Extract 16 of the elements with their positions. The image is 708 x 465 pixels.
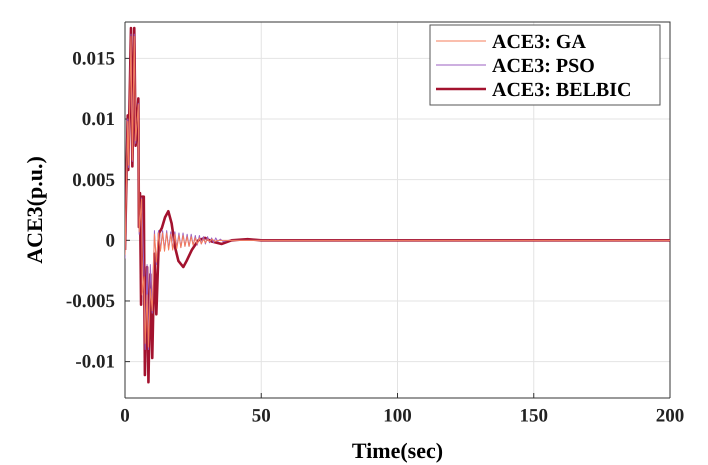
x-tick-label: 100 xyxy=(383,405,412,426)
y-tick-label: 0.01 xyxy=(82,109,115,130)
y-axis-title: ACE3(p.u.) xyxy=(22,156,47,264)
x-tick-label: 0 xyxy=(120,405,130,426)
y-tick-label: -0.01 xyxy=(75,352,115,373)
y-tick-label: 0.015 xyxy=(72,48,115,70)
legend-label: ACE3: PSO xyxy=(492,55,595,77)
y-tick-label: 0 xyxy=(106,230,115,252)
y-tick-label: 0.005 xyxy=(72,170,115,191)
x-tick-label: 150 xyxy=(520,405,548,426)
x-tick-label: 50 xyxy=(252,405,271,426)
legend-label: ACE3: GA xyxy=(492,31,586,53)
y-tick-label: -0.005 xyxy=(66,291,115,312)
x-tick-label: 200 xyxy=(656,405,684,426)
legend-label: ACE3: BELBIC xyxy=(492,79,632,101)
x-axis-title: Time(sec) xyxy=(352,438,444,463)
